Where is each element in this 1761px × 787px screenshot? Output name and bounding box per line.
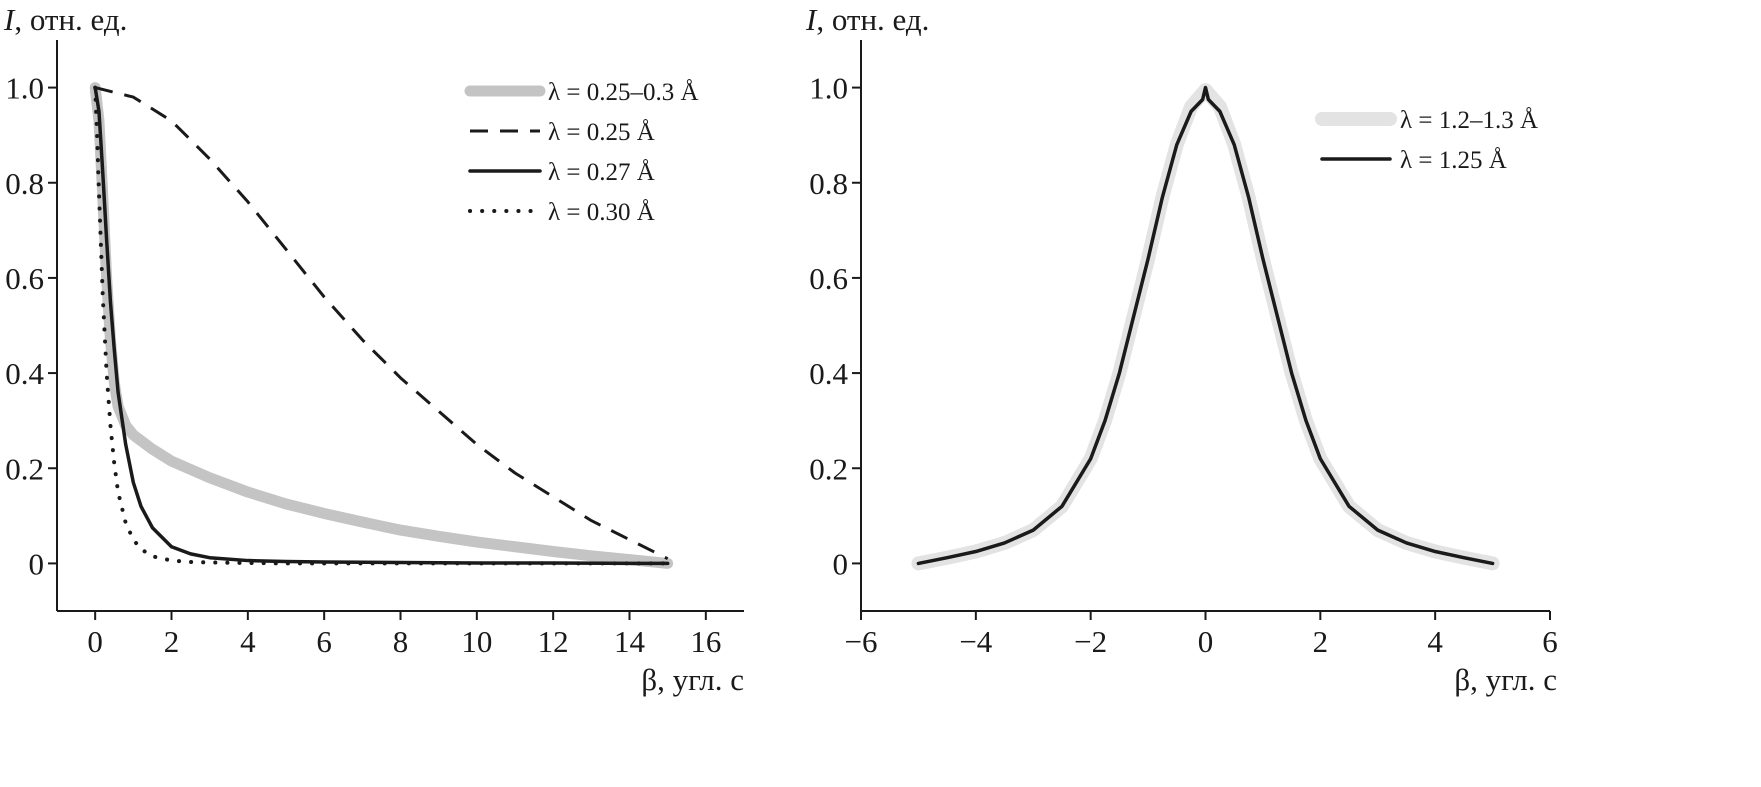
x-tick-label: 0 bbox=[87, 624, 103, 659]
series-line-2 bbox=[93, 85, 670, 566]
y-tick-label: 0.2 bbox=[5, 451, 44, 486]
legend-label: λ = 0.27 Å bbox=[548, 159, 655, 186]
y-axis-title: I, отн. ед. bbox=[805, 2, 929, 37]
series-line-1 bbox=[94, 86, 669, 561]
y-axis-title: I, отн. ед. bbox=[3, 2, 127, 37]
x-tick-label: 6 bbox=[1542, 624, 1558, 659]
x-tick-label: 0 bbox=[1198, 624, 1214, 659]
legend-label: λ = 0.25 Å bbox=[548, 119, 655, 146]
legend-label: λ = 0.30 Å bbox=[548, 199, 655, 226]
y-axis-title-symbol: I bbox=[805, 2, 818, 37]
x-tick-label: 16 bbox=[690, 624, 721, 659]
y-axis-title-unit: , отн. ед. bbox=[816, 2, 929, 37]
left-chart: 0 2 4 6 8 10 12 14 16 0 0.2 0.4 0.6 0.8 1.0 I, отн. ед.… bbox=[3, 2, 744, 697]
y-tick-label: 0.6 bbox=[809, 261, 848, 296]
y-tick-label: 0.8 bbox=[809, 166, 848, 201]
y-axis-title-unit: , отн. ед. bbox=[14, 2, 127, 37]
right-chart: −6 −4 −2 0 2 4 6 0 0.2 0.4 0.6 0.8 1.0 I, отн. ед. β, … bbox=[805, 2, 1558, 697]
x-tick-label: −2 bbox=[1074, 624, 1107, 659]
x-tick-label: 2 bbox=[1313, 624, 1329, 659]
x-tick-label: −4 bbox=[959, 624, 992, 659]
y-tick-label: 0.8 bbox=[5, 166, 44, 201]
y-tick-label: 0.4 bbox=[809, 356, 848, 391]
x-tick-label: −6 bbox=[845, 624, 878, 659]
x-tick-label: 14 bbox=[614, 624, 646, 659]
x-tick-label: 2 bbox=[164, 624, 180, 659]
x-tick-label: 4 bbox=[1427, 624, 1443, 659]
x-axis-title: β, угл. с bbox=[1454, 662, 1557, 697]
y-tick-label: 1.0 bbox=[5, 71, 44, 106]
legend-label: λ = 1.25 Å bbox=[1400, 147, 1507, 174]
y-axis-title-symbol: I bbox=[3, 2, 16, 37]
x-axis-title: β, угл. с bbox=[641, 662, 744, 697]
x-tick-label: 6 bbox=[316, 624, 332, 659]
legend-label: λ = 0.25–0.3 Å bbox=[548, 79, 699, 106]
x-tick-label: 8 bbox=[393, 624, 409, 659]
x-tick-label: 12 bbox=[538, 624, 569, 659]
y-tick-label: 0.6 bbox=[5, 261, 44, 296]
y-tick-label: 0 bbox=[833, 546, 849, 581]
series-line-1 bbox=[916, 85, 1495, 566]
series-line-0 bbox=[89, 82, 674, 569]
y-tick-label: 0 bbox=[29, 546, 45, 581]
legend-label: λ = 1.2–1.3 Å bbox=[1400, 107, 1538, 134]
x-tick-label: 10 bbox=[461, 624, 492, 659]
y-tick-label: 0.4 bbox=[5, 356, 44, 391]
y-tick-label: 1.0 bbox=[809, 71, 848, 106]
y-tick-label: 0.2 bbox=[809, 451, 848, 486]
x-tick-label: 4 bbox=[240, 624, 256, 659]
